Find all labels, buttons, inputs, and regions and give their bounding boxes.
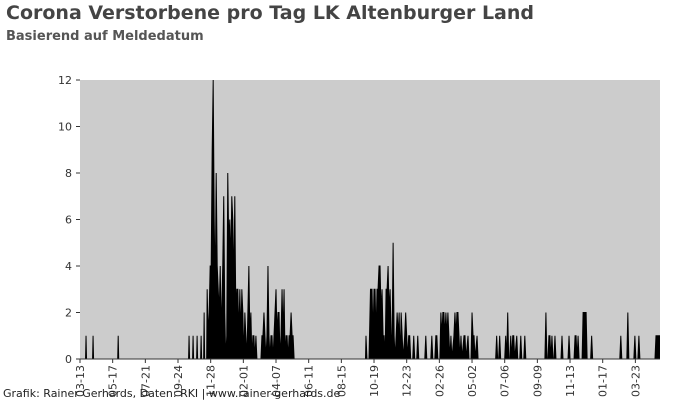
x-tick-label: 11-28 xyxy=(205,365,218,397)
x-tick-label: 05-17 xyxy=(107,365,120,397)
y-tick-label: 2 xyxy=(65,307,72,320)
x-tick-label: 10-19 xyxy=(368,365,381,397)
chart-title: Corona Verstorbene pro Tag LK Altenburge… xyxy=(6,2,534,24)
x-tick-label: 12-23 xyxy=(401,365,414,397)
x-tick-label: 09-24 xyxy=(172,365,185,397)
y-tick-label: 6 xyxy=(65,214,72,227)
y-tick-label: 4 xyxy=(65,260,72,273)
x-tick-label: 03-23 xyxy=(629,365,642,397)
source-note: Grafik: Rainer Gerhards, Daten: RKI | ww… xyxy=(3,387,341,400)
x-tick-label: 04-07 xyxy=(270,365,283,397)
x-tick-label: 02-26 xyxy=(433,365,446,397)
x-tick-label: 11-13 xyxy=(564,365,577,397)
x-tick-label: 07-21 xyxy=(139,365,152,397)
x-tick-label: 09-09 xyxy=(531,365,544,397)
x-tick-label: 02-01 xyxy=(237,365,250,397)
y-tick-label: 10 xyxy=(58,121,72,134)
x-tick-label: 08-15 xyxy=(335,365,348,397)
x-tick-label: 01-17 xyxy=(597,365,610,397)
x-tick-label: 06-11 xyxy=(303,365,316,397)
y-tick-label: 0 xyxy=(65,353,72,366)
x-tick-label: 05-02 xyxy=(466,365,479,397)
area xyxy=(80,79,661,360)
x-tick-label: 03-13 xyxy=(74,365,87,397)
y-tick-label: 8 xyxy=(65,167,72,180)
chart-subtitle: Basierend auf Meldedatum xyxy=(6,29,204,44)
y-tick-label: 12 xyxy=(58,74,72,87)
x-tick-label: 07-06 xyxy=(499,365,512,397)
